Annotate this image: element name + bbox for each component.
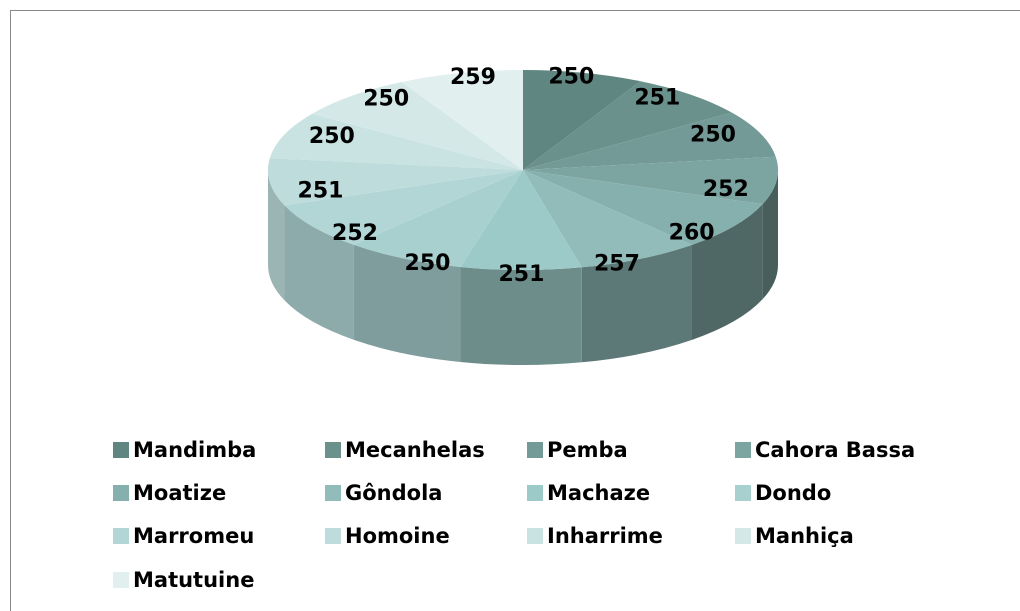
slice — [284, 170, 523, 245]
legend-label: Mecanhelas — [345, 438, 485, 462]
data-label: 250 — [309, 124, 355, 149]
slice — [401, 70, 523, 170]
slice-side — [581, 244, 692, 363]
legend-swatch — [325, 442, 341, 458]
legend-label: Machaze — [547, 481, 650, 505]
slice — [523, 81, 732, 170]
legend-label: Pemba — [547, 438, 628, 462]
legend-label: Moatize — [133, 481, 226, 505]
data-label: 252 — [703, 177, 749, 202]
slice — [523, 112, 776, 170]
slice — [268, 158, 523, 206]
legend-label: Inharrime — [547, 524, 663, 548]
legend-label: Homoine — [345, 524, 450, 548]
slice — [269, 113, 523, 170]
chart-border — [10, 10, 1020, 611]
legend-swatch — [527, 485, 543, 501]
legend-label: Matutuine — [133, 568, 254, 592]
legend-swatch — [113, 485, 129, 501]
legend-swatch — [735, 442, 751, 458]
legend-swatch — [735, 485, 751, 501]
legend-label: Mandimba — [133, 438, 256, 462]
slice-side — [762, 170, 778, 300]
data-label: 250 — [405, 251, 451, 276]
slice-side — [284, 205, 354, 340]
slice — [523, 70, 641, 170]
legend-label: Dondo — [755, 481, 831, 505]
data-label: 250 — [363, 87, 409, 112]
slice — [312, 82, 523, 170]
legend-swatch — [735, 528, 751, 544]
slice-side — [268, 170, 285, 301]
slice — [353, 170, 523, 267]
slice-side — [460, 266, 582, 365]
data-label: 260 — [669, 220, 715, 245]
data-label: 251 — [634, 85, 680, 110]
slice — [523, 170, 692, 268]
slice-side — [353, 244, 461, 362]
legend-swatch — [113, 572, 129, 588]
legend-label: Marromeu — [133, 524, 254, 548]
slice — [523, 156, 778, 205]
data-label: 251 — [298, 179, 344, 204]
data-label: 250 — [548, 65, 594, 90]
legend-swatch — [325, 528, 341, 544]
legend-swatch — [527, 528, 543, 544]
legend-label: Cahora Bassa — [755, 438, 915, 462]
legend-swatch — [325, 485, 341, 501]
legend-swatch — [113, 442, 129, 458]
legend-swatch — [527, 442, 543, 458]
data-label: 251 — [498, 262, 544, 287]
data-label: 257 — [594, 251, 640, 276]
data-label: 252 — [332, 221, 378, 246]
slice — [460, 170, 582, 270]
legend-label: Manhiça — [755, 524, 854, 548]
data-label: 259 — [450, 65, 496, 90]
legend-label: Gôndola — [345, 481, 442, 505]
legend-swatch — [113, 528, 129, 544]
slice-side — [691, 204, 763, 340]
slice — [523, 170, 763, 245]
data-label: 250 — [690, 122, 736, 147]
